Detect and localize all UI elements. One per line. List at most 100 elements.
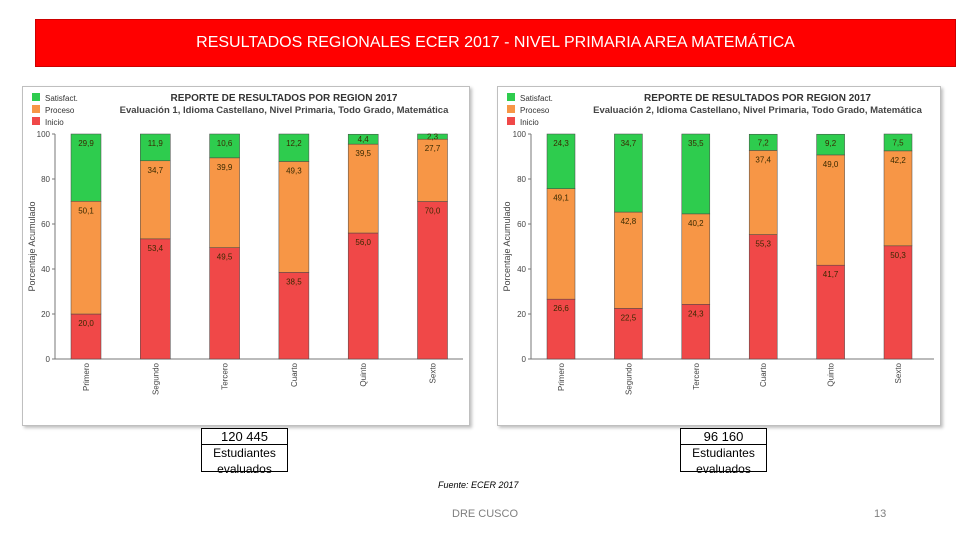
data-label: 50,1 — [78, 206, 94, 215]
x-tick-label-cuarto: Cuarto — [759, 362, 768, 387]
bar-segment-proceso-quinto — [347, 143, 379, 234]
data-label: 39,5 — [355, 149, 371, 158]
bar-segment-inicio-sexto — [883, 245, 913, 360]
data-label: 42,8 — [621, 217, 637, 226]
x-tick-label-cuarto: Cuarto — [290, 362, 299, 387]
bar-segment-inicio-cuarto — [748, 234, 778, 360]
bar-segment-inicio-segundo — [614, 308, 643, 360]
chart-2: Satisfact. Proceso Inicio REPORTE DE RESULT… — [502, 93, 934, 395]
y-tick-label: 60 — [517, 220, 526, 229]
bar-segment-inicio-quinto — [347, 232, 379, 360]
title-bar: RESULTADOS REGIONALES ECER 2017 - NIVEL … — [35, 19, 956, 67]
bar-segment-satisfact-primero — [70, 133, 102, 202]
y-tick-label: 100 — [513, 130, 527, 139]
bar-segment-proceso-primero — [70, 201, 102, 315]
legend-swatch-inicio — [507, 117, 515, 125]
legend-swatch-proceso — [32, 105, 40, 113]
bar-segment-proceso-segundo — [140, 160, 171, 240]
data-label: 38,5 — [286, 277, 302, 286]
y-axis-label: Porcentaje Acumulado — [502, 201, 512, 291]
data-label: 29,9 — [78, 139, 94, 148]
data-label: 34,7 — [148, 166, 164, 175]
bar-segment-proceso-quinto — [816, 154, 845, 266]
data-label: 10,6 — [217, 139, 233, 148]
data-label: 7,5 — [892, 138, 904, 147]
students-count-2: 96 160 — [681, 429, 766, 445]
y-tick-label: 0 — [522, 355, 527, 364]
data-label: 53,4 — [148, 244, 164, 253]
students-evaluated-box-1: 120 445 Estudiantes evaluados — [201, 428, 288, 476]
bar-segment-proceso-segundo — [614, 211, 643, 309]
data-label: 49,0 — [823, 160, 839, 169]
data-label: 49,5 — [217, 253, 233, 262]
legend-label: Satisfact. — [45, 94, 78, 103]
data-label: 35,5 — [688, 139, 704, 148]
data-label: 41,7 — [823, 270, 839, 279]
data-label: 42,2 — [890, 156, 906, 165]
legend-swatch-inicio — [32, 117, 40, 125]
data-label: 34,7 — [621, 139, 637, 148]
data-label: 24,3 — [553, 139, 569, 148]
data-label: 70,0 — [425, 207, 441, 216]
y-tick-label: 20 — [41, 310, 50, 319]
data-label: 49,3 — [286, 166, 302, 175]
data-label: 22,5 — [621, 313, 637, 322]
footer-organization: DRE CUSCO — [452, 508, 519, 520]
chart-subtitle: Evaluación 2, Idioma Castellano, Nivel P… — [593, 105, 922, 116]
data-label: 56,0 — [355, 238, 371, 247]
data-label: 12,2 — [286, 139, 302, 148]
bar-segment-satisfact-cuarto — [278, 133, 310, 162]
bar-segment-proceso-cuarto — [748, 150, 778, 235]
bar-segment-proceso-tercero — [209, 157, 240, 248]
x-tick-label-sexto: Sexto — [894, 362, 903, 383]
bar-segment-proceso-primero — [546, 188, 576, 300]
bar-segment-inicio-tercero — [681, 304, 711, 360]
y-tick-label: 40 — [41, 265, 50, 274]
bar-segment-inicio-segundo — [140, 238, 171, 360]
bar-segment-proceso-sexto — [417, 138, 448, 202]
legend-label: Satisfact. — [520, 94, 553, 103]
data-label: 2,3 — [427, 133, 439, 142]
bar-segment-satisfact-sexto — [883, 133, 913, 152]
y-axis-label: Porcentaje Acumulado — [27, 201, 37, 291]
x-tick-label-sexto: Sexto — [429, 362, 438, 383]
students-label-2: Estudiantes evaluados — [692, 446, 755, 476]
legend-label: Inicio — [45, 118, 64, 127]
data-label: 37,4 — [755, 155, 771, 164]
bar-segment-inicio-primero — [70, 313, 102, 360]
bar-segment-proceso-tercero — [681, 213, 711, 305]
x-tick-label-quinto: Quinto — [359, 362, 368, 386]
students-label-1: Estudiantes evaluados — [213, 446, 276, 476]
y-tick-label: 80 — [41, 175, 50, 184]
bar-segment-satisfact-tercero — [209, 133, 240, 159]
bar-segment-inicio-sexto — [417, 201, 448, 360]
students-evaluated-box-2: 96 160 Estudiantes evaluados — [680, 428, 767, 476]
data-label: 11,9 — [148, 139, 164, 148]
x-tick-label-tercero: Tercero — [221, 362, 230, 389]
bar-segment-satisfact-tercero — [681, 133, 711, 215]
legend-label: Inicio — [520, 118, 539, 127]
legend-swatch-proceso — [507, 105, 515, 113]
page-number: 13 — [874, 508, 887, 520]
data-label: 7,2 — [758, 138, 770, 147]
y-tick-label: 40 — [517, 265, 526, 274]
x-tick-label-segundo: Segundo — [151, 362, 160, 395]
data-label: 55,3 — [755, 240, 771, 249]
y-tick-label: 20 — [517, 310, 526, 319]
x-tick-label-segundo: Segundo — [624, 362, 633, 395]
data-label: 50,3 — [890, 251, 906, 260]
bar-segment-satisfact-segundo — [614, 133, 643, 213]
students-count-1: 120 445 — [202, 429, 287, 445]
bar-segment-satisfact-quinto — [816, 133, 845, 156]
legend-label: Proceso — [45, 106, 75, 115]
bar-segment-satisfact-cuarto — [748, 133, 778, 151]
y-tick-label: 100 — [37, 130, 51, 139]
bar-segment-proceso-sexto — [883, 150, 913, 247]
data-label: 20,0 — [78, 319, 94, 328]
data-label: 4,4 — [358, 135, 370, 144]
bar-segment-satisfact-quinto — [347, 133, 379, 145]
bar-segment-satisfact-segundo — [140, 133, 171, 162]
bar-segment-proceso-cuarto — [278, 161, 310, 273]
slide-title: RESULTADOS REGIONALES ECER 2017 - NIVEL … — [196, 34, 795, 51]
x-tick-label-tercero: Tercero — [692, 362, 701, 389]
